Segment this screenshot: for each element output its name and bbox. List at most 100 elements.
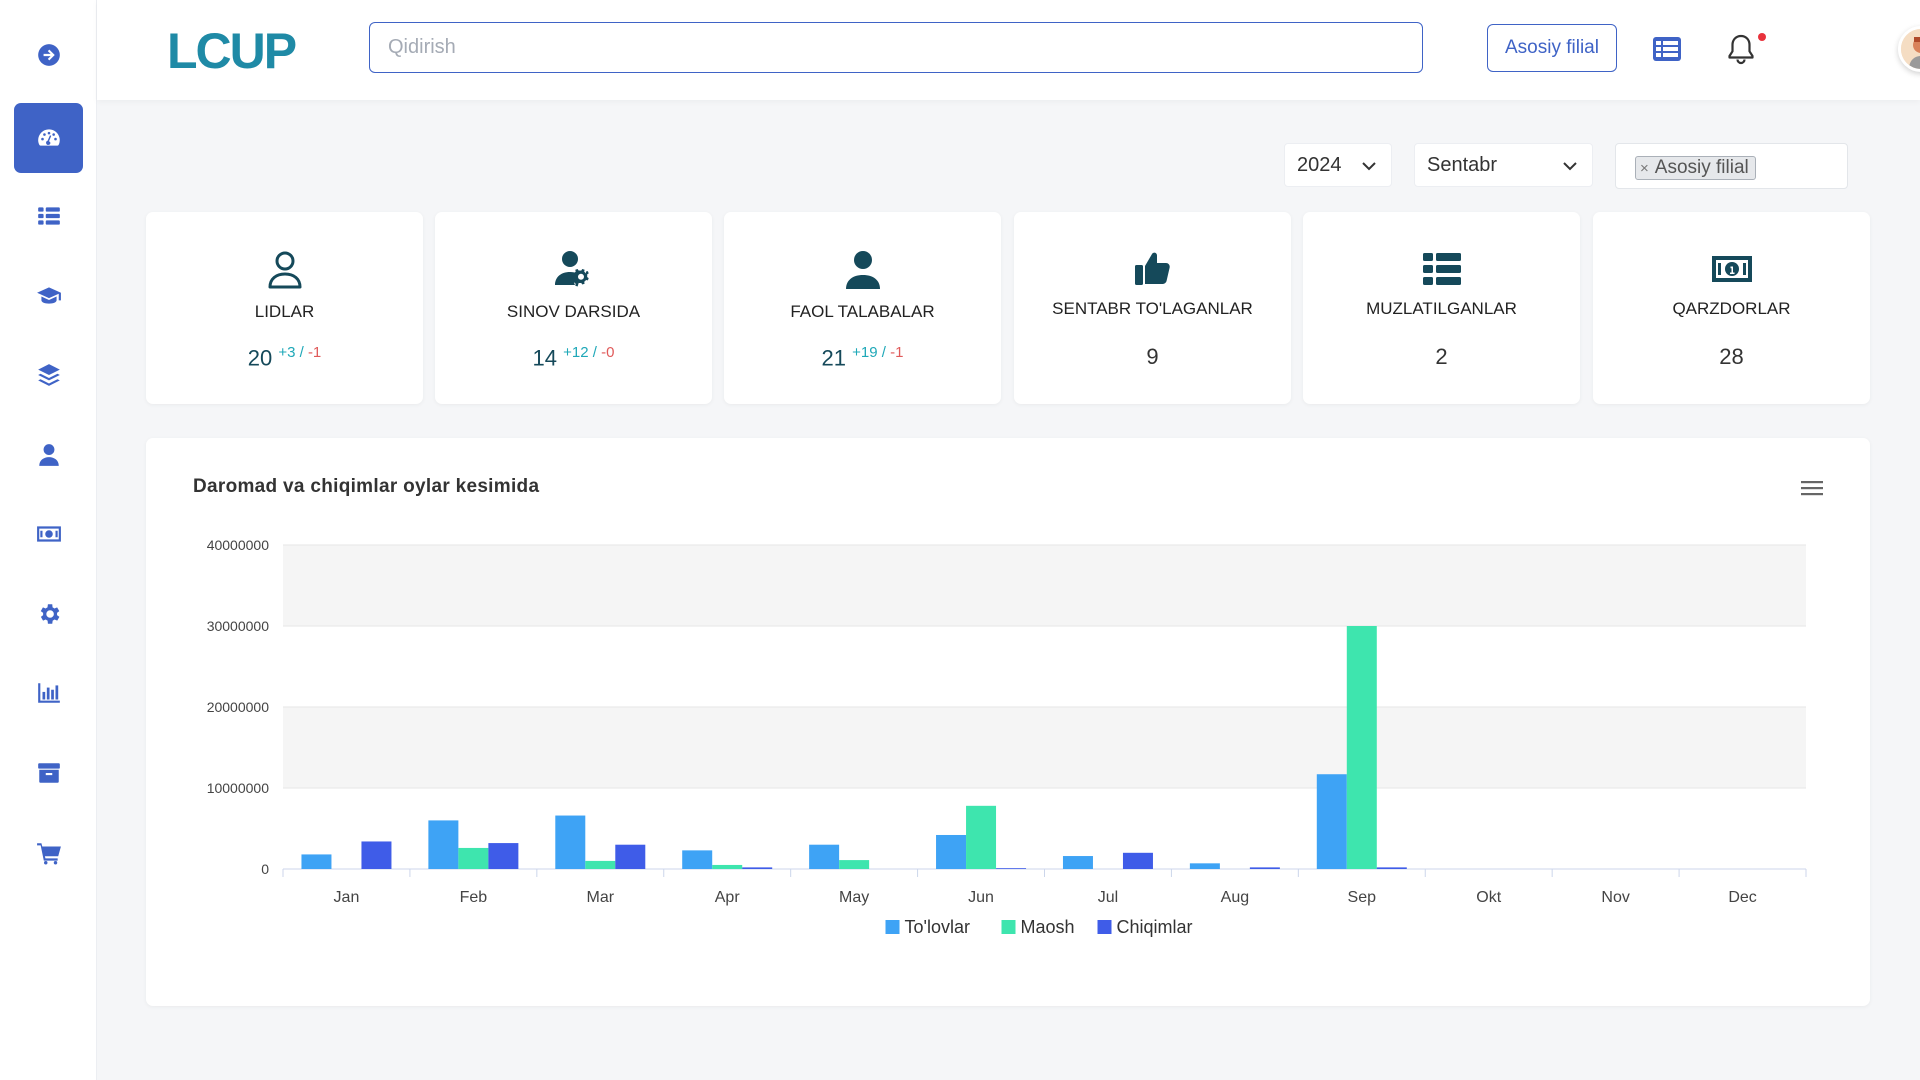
bar-tolovlar-may (809, 844, 840, 869)
bar-chiqimlar-jul (1122, 852, 1153, 869)
card-muzlatilganlar[interactable]: MUZLATILGANLAR 2 (1303, 212, 1580, 404)
bar-maosh-may (839, 860, 870, 869)
sidebar-item-archive[interactable] (14, 738, 83, 808)
user-icon (38, 444, 59, 466)
table-view-button[interactable] (1650, 32, 1684, 66)
branch-multiselect[interactable]: × Asosiy filial (1615, 143, 1848, 189)
x-tick-label: Dec (1728, 889, 1756, 906)
sidebar-item-dashboard[interactable] (14, 103, 83, 173)
sidebar-item-students[interactable] (14, 420, 83, 490)
month-select[interactable]: Sentabr (1414, 143, 1593, 187)
x-tick-label: Jan (334, 889, 360, 906)
delta-minus: -1 (890, 344, 904, 361)
legend-swatch (1001, 920, 1016, 934)
bar-tolovlar-jul (1062, 856, 1093, 869)
sidebar-item-finance[interactable] (14, 499, 83, 569)
bar-maosh-apr (712, 864, 743, 869)
legend-swatch (1097, 920, 1112, 934)
notifications-button[interactable] (1724, 32, 1758, 66)
delta-minus: -1 (307, 344, 322, 361)
card-value: 2 (1435, 344, 1448, 369)
sidebar (0, 0, 97, 1080)
chart-panel: Daromad va chiqimlar oylar kesimida 0 100… (146, 438, 1870, 1006)
user-outline-icon (268, 251, 301, 289)
bar-chart-icon (37, 683, 60, 703)
avatar-image (1901, 29, 1920, 69)
bar-tolovlar-sep (1316, 774, 1347, 869)
card-value: 28 (1719, 344, 1744, 369)
x-tick-label: Sep (1348, 889, 1377, 906)
sidebar-item-list[interactable] (14, 181, 83, 251)
branch-tag-label: Asosiy filial (1654, 157, 1749, 178)
x-tick-label: Aug (1221, 889, 1249, 906)
sidebar-item-groups[interactable] (14, 340, 83, 410)
svg-text:LCUP: LCUP (167, 24, 296, 74)
layers-icon (37, 364, 60, 386)
brand-logo[interactable]: LCUP (167, 24, 297, 74)
branch-tag: × Asosiy filial (1635, 156, 1756, 180)
card-value: 9 (1146, 344, 1159, 369)
table-list-icon (1653, 37, 1681, 61)
bar-maosh-sep (1346, 626, 1377, 869)
sidebar-collapse-button[interactable] (14, 20, 83, 90)
list-icon (37, 207, 60, 225)
bar-tolovlar-apr (682, 850, 713, 869)
card-qarzdorlar[interactable]: QARZDORLAR 28 (1593, 212, 1870, 404)
tag-remove-button[interactable]: × (1640, 159, 1649, 177)
grid-band (283, 707, 1806, 788)
card-value: 21 +19 / -1 (821, 344, 904, 371)
list-icon (1422, 253, 1461, 285)
x-tick-label: Nov (1601, 889, 1629, 906)
bar-maosh-feb (458, 847, 489, 869)
bar-chiqimlar-apr (742, 867, 773, 869)
search-input[interactable] (369, 22, 1423, 73)
thumbs-up-icon (1134, 252, 1170, 285)
avatar[interactable] (1898, 26, 1920, 72)
bar-chiqimlar-mar (615, 844, 646, 869)
branch-button[interactable]: Asosiy filial (1487, 24, 1617, 72)
hamburger-menu-icon[interactable] (1800, 478, 1826, 498)
x-tick-label: Jul (1098, 889, 1118, 906)
card-sentabr-tolaganlar[interactable]: SENTABR TO'LAGANLAR 9 (1014, 212, 1291, 404)
card-label: LIDLAR (254, 302, 315, 321)
card-label: FAOL TALABALAR (790, 302, 935, 321)
y-tick-label: 20000000 (207, 699, 270, 715)
x-tick-label: May (839, 889, 869, 906)
arrow-right-circle-icon (37, 44, 60, 66)
bar-chiqimlar-feb (488, 843, 519, 869)
card-lidlar[interactable]: LIDLAR 20 +3 / -1 (146, 212, 423, 404)
card-label: MUZLATILGANLAR (1366, 299, 1517, 318)
card-faol-talabalar[interactable]: FAOL TALABALAR 21 +19 / -1 (724, 212, 1001, 404)
bar-chiqimlar-jun (996, 868, 1027, 869)
money-bill-icon (36, 526, 61, 542)
year-select[interactable]: 2024 (1284, 143, 1392, 187)
bar-chiqimlar-aug (1249, 867, 1280, 869)
bar-tolovlar-jan (301, 854, 332, 869)
bar-chiqimlar-jan (361, 841, 392, 869)
bar-maosh-mar (585, 860, 616, 869)
notification-badge (1758, 33, 1766, 41)
delta-plus: +12 (563, 344, 589, 361)
card-sinov-darsida[interactable]: SINOV DARSIDA 14 +12 / -0 (435, 212, 712, 404)
legend-swatch (885, 920, 900, 934)
sidebar-item-courses[interactable] (14, 261, 83, 331)
bar-maosh-jun (966, 805, 997, 869)
year-value: 2024 (1297, 153, 1342, 176)
gear-icon (40, 604, 59, 624)
y-tick-label: 40000000 (207, 537, 270, 553)
month-value: Sentabr (1427, 153, 1498, 176)
archive-icon (37, 763, 60, 783)
graduation-cap-icon (36, 287, 61, 304)
y-tick-label: 30000000 (207, 618, 270, 634)
sidebar-item-reports[interactable] (14, 658, 83, 728)
card-label: SINOV DARSIDA (506, 302, 641, 321)
sidebar-item-settings[interactable] (14, 579, 83, 649)
y-tick-label: 10000000 (207, 780, 270, 796)
legend-item: Chiqimlar (1117, 917, 1193, 937)
sidebar-item-shop[interactable] (14, 818, 83, 888)
chevron-down-icon (1362, 162, 1376, 171)
y-tick-label: 0 (261, 861, 269, 877)
cart-icon (36, 843, 61, 865)
delta-minus: -0 (601, 344, 615, 361)
card-value: 20 +3 / -1 (247, 344, 322, 371)
